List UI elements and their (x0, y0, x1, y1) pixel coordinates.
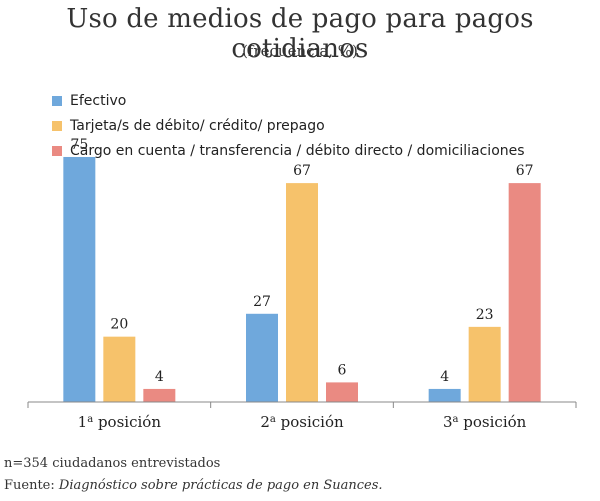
legend-label: Efectivo (70, 92, 127, 109)
category-label: 3a posición (443, 413, 527, 431)
legend-label: Tarjeta/s de débito/ crédito/ prepago (70, 117, 325, 134)
chart-title: Uso de medios de pago para pagos cotidia… (66, 4, 534, 64)
data-label: 27 (253, 294, 271, 310)
legend-item-tarjeta: Tarjeta/s de débito/ crédito/ prepago (52, 113, 525, 138)
category-label: 1a posición (78, 413, 162, 431)
data-label: 4 (155, 369, 164, 385)
bar-chart: 75 20 4 1a posición 27 67 6 2a posición 4 23 67 3a … (27, 137, 577, 431)
bar-1-1 (63, 156, 96, 402)
data-label: 67 (516, 163, 534, 179)
bar-3-2 (326, 382, 358, 402)
data-label: 23 (476, 307, 494, 323)
legend-item-cargo: Cargo en cuenta / transferencia / débito… (52, 138, 525, 163)
legend-swatch (52, 120, 62, 131)
legend-swatch (52, 95, 62, 106)
data-label: 67 (293, 163, 311, 179)
source-title: Diagnóstico sobre prácticas de pago en S… (58, 478, 383, 493)
chart-subtitle: (frecuencia, %) (242, 42, 358, 60)
bar-2-3 (468, 326, 501, 402)
legend-item-efectivo: Efectivo (52, 88, 525, 113)
legend: Efectivo Tarjeta/s de débito/ crédito/ p… (52, 88, 525, 163)
source-prefix: Fuente: (4, 478, 59, 493)
bar-2-1 (103, 336, 136, 402)
legend-swatch (52, 145, 62, 156)
category-label: 2a posición (260, 413, 344, 431)
bar-3-1 (143, 388, 176, 402)
bar-1-2 (246, 313, 278, 402)
data-label: 20 (110, 317, 128, 333)
bar-3-3 (508, 183, 541, 402)
legend-label: Cargo en cuenta / transferencia / débito… (70, 142, 525, 159)
source-note: Fuente: Diagnóstico sobre prácticas de p… (4, 478, 383, 493)
bar-2-2 (286, 183, 318, 402)
bar-1-3 (428, 388, 461, 402)
data-label: 75 (70, 137, 88, 153)
data-label: 6 (338, 362, 347, 378)
sample-note: n=354 ciudadanos entrevistados (4, 456, 221, 471)
data-label: 4 (440, 369, 449, 385)
